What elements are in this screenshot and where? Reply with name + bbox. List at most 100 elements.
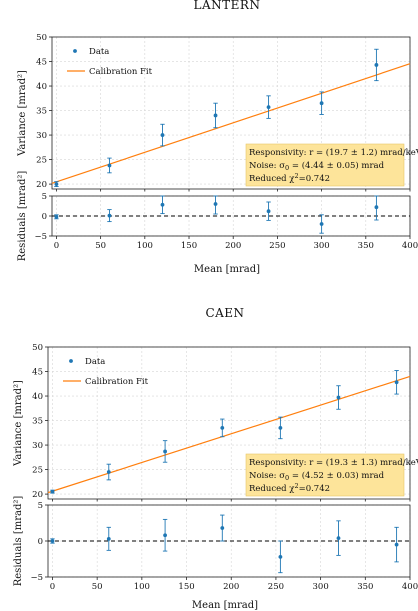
noise-prefix: Noise: σ — [249, 471, 285, 481]
chi2-value: =0.742 — [299, 174, 330, 184]
x-tick-label: 250 — [268, 582, 284, 592]
fit-info-background — [245, 143, 405, 187]
x-axis-label: Mean [mrad] — [192, 600, 258, 611]
x-tick-label: 250 — [269, 241, 285, 251]
x-tick-label: 200 — [225, 241, 241, 251]
y-tick-label: 30 — [32, 441, 43, 451]
data-point — [394, 380, 399, 385]
noise-text: Noise: σ0 = (4.52 ± 0.03) mrad — [249, 470, 385, 482]
fit-info-background — [245, 453, 405, 497]
residual-y-tick-label: 0 — [42, 212, 47, 222]
x-tick-label: 400 — [402, 241, 418, 251]
legend: Data Calibration Fit — [63, 357, 149, 387]
chart-title: CAEN — [205, 306, 244, 320]
x-tick-label: 150 — [181, 241, 197, 251]
data-point — [213, 113, 218, 118]
residual-point — [266, 209, 271, 214]
chi2-prefix: Reduced χ — [249, 484, 294, 494]
y-tick-label: 40 — [36, 82, 47, 92]
data-point — [374, 63, 379, 67]
main-plot-frame — [47, 346, 411, 500]
residual-y-tick-label: 5 — [42, 192, 47, 202]
reduced-chi2-text: Reduced χ2=0.742 — [249, 482, 330, 494]
x-tick-label: 50 — [92, 582, 103, 592]
y-tick-label: 50 — [36, 33, 47, 43]
x-tick-label: 100 — [137, 241, 153, 251]
data-point — [106, 470, 111, 474]
y-tick-label: 25 — [36, 156, 47, 166]
main-plot-frame — [51, 36, 411, 190]
residual-point — [220, 526, 225, 530]
responsivity-text: Responsivity: r = (19.7 ± 1.2) mrad/keV — [249, 147, 418, 158]
data-point — [220, 426, 225, 430]
data-point — [319, 101, 324, 106]
legend-data-label: Data — [89, 47, 109, 57]
fit-info-box: Responsivity: r = (19.7 ± 1.2) mrad/keV N… — [245, 143, 418, 187]
noise-prefix: Noise: σ — [249, 161, 285, 171]
fit-info-box: Responsivity: r = (19.3 ± 1.3) mrad/keV N… — [245, 453, 418, 497]
y-tick-label: 20 — [32, 490, 43, 500]
data-point — [278, 426, 283, 430]
x-tick-label: 300 — [313, 241, 329, 251]
data-point — [54, 182, 59, 186]
legend-data-marker — [73, 49, 77, 53]
residual-point — [160, 202, 165, 207]
y-tick-label: 50 — [32, 343, 43, 353]
y-tick-label: 20 — [36, 180, 47, 190]
noise-value: = (4.52 ± 0.03) mrad — [289, 470, 384, 481]
x-tick-label: 400 — [402, 582, 418, 592]
noise-subscript: 0 — [285, 474, 289, 482]
y-tick-label: 35 — [32, 417, 43, 427]
y-tick-label: 45 — [36, 58, 47, 68]
y-tick-label: 30 — [36, 131, 47, 141]
chi2-value: =0.742 — [299, 484, 330, 494]
x-tick-label: 350 — [358, 241, 374, 251]
y-tick-label: 40 — [32, 392, 43, 402]
residual-point — [374, 205, 379, 210]
x-tick-label: 350 — [357, 582, 373, 592]
x-tick-label: 0 — [54, 241, 59, 251]
y-axis-label: Variance [mrad²] — [13, 380, 24, 467]
noise-text: Noise: σ0 = (4.44 ± 0.05) mrad — [249, 160, 385, 172]
x-tick-label: 100 — [134, 582, 150, 592]
data-point — [163, 449, 167, 454]
data-point — [266, 105, 271, 110]
x-tick-label: 200 — [223, 582, 239, 592]
legend: Data Calibration Fit — [67, 47, 153, 77]
x-tick-label: 0 — [50, 582, 55, 592]
residual-y-tick-label: 0 — [38, 537, 43, 547]
residual-y-tick-label: 5 — [38, 501, 43, 511]
x-tick-label: 50 — [95, 241, 106, 251]
chi2-prefix: Reduced χ — [249, 174, 294, 184]
residual-point — [394, 542, 399, 547]
residual-point — [213, 202, 218, 206]
residual-point — [319, 222, 324, 226]
data-point — [107, 163, 112, 168]
noise-value: = (4.44 ± 0.05) mrad — [289, 160, 384, 171]
residual-y-axis-label: Residuals [mrad²] — [17, 171, 28, 262]
residual-point — [106, 536, 111, 541]
reduced-chi2-text: Reduced χ2=0.742 — [249, 172, 330, 184]
legend-fit-label: Calibration Fit — [85, 377, 149, 387]
legend-fit-label: Calibration Fit — [89, 67, 153, 77]
noise-subscript: 0 — [285, 164, 289, 172]
residual-point — [336, 536, 341, 541]
legend-data-marker — [69, 359, 73, 363]
residual-y-tick-label: −5 — [34, 232, 47, 242]
responsivity-text: Responsivity: r = (19.3 ± 1.3) mrad/keV — [249, 457, 418, 468]
residual-point — [107, 213, 112, 218]
chi2-superscript: 2 — [294, 482, 298, 490]
y-tick-label: 45 — [32, 368, 43, 378]
y-axis-label: Variance [mrad²] — [17, 70, 28, 157]
y-tick-label: 35 — [36, 107, 47, 117]
chi2-superscript: 2 — [294, 172, 298, 180]
chart-title: LANTERN — [194, 0, 261, 12]
residual-point — [50, 539, 55, 543]
x-tick-label: 150 — [178, 582, 194, 592]
residual-point — [278, 554, 283, 559]
data-point — [336, 395, 341, 400]
legend-data-label: Data — [85, 357, 105, 367]
